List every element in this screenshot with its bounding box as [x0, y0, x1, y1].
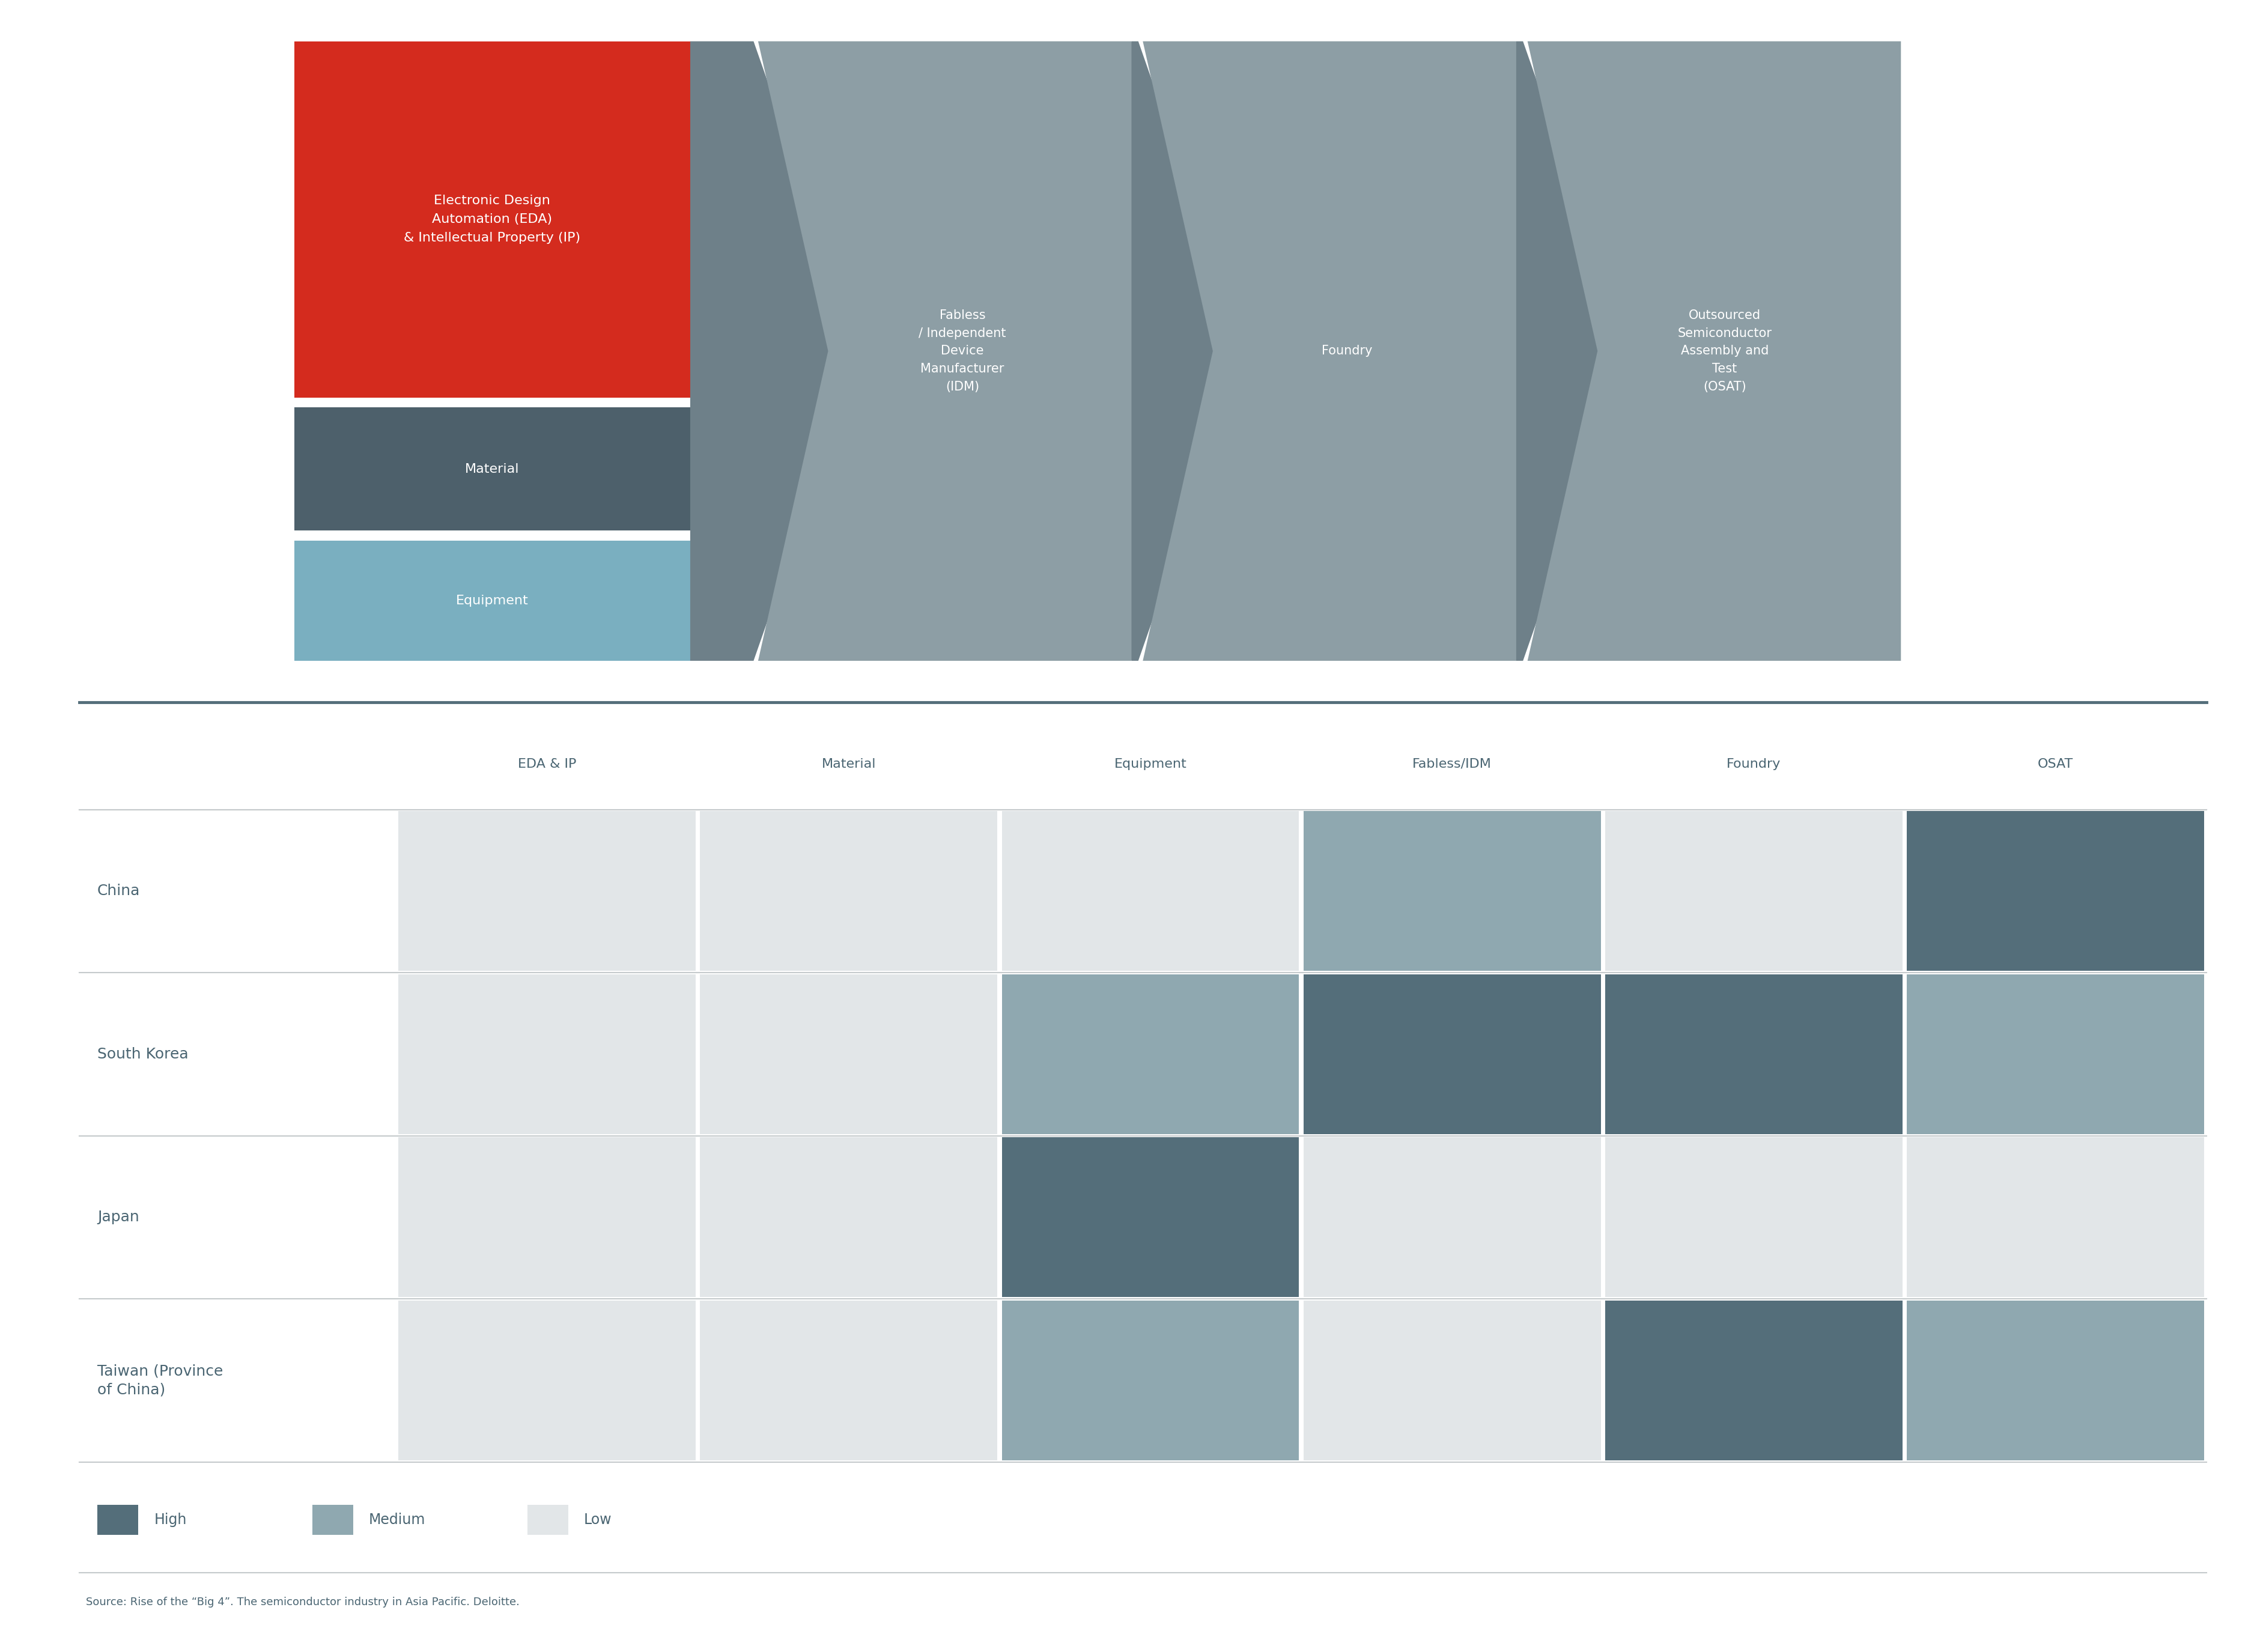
FancyBboxPatch shape	[1303, 1137, 1600, 1297]
Text: Fabless/IDM: Fabless/IDM	[1412, 758, 1491, 770]
FancyBboxPatch shape	[1003, 1137, 1299, 1297]
FancyBboxPatch shape	[1303, 975, 1600, 1133]
Text: Japan: Japan	[97, 1211, 140, 1224]
FancyBboxPatch shape	[294, 41, 690, 398]
Text: Foundry: Foundry	[1322, 345, 1371, 357]
Text: Equipment: Equipment	[455, 595, 530, 606]
Text: China: China	[97, 884, 140, 899]
FancyBboxPatch shape	[699, 1300, 998, 1460]
FancyBboxPatch shape	[699, 1137, 998, 1297]
Text: Source: Rise of the “Big 4”. The semiconductor industry in Asia Pacific. Deloitt: Source: Rise of the “Big 4”. The semicon…	[86, 1597, 520, 1607]
Polygon shape	[1132, 41, 1247, 661]
FancyBboxPatch shape	[699, 975, 998, 1133]
Polygon shape	[1143, 41, 1618, 661]
FancyBboxPatch shape	[97, 1505, 138, 1535]
Text: Foundry: Foundry	[1727, 758, 1781, 770]
Polygon shape	[1528, 41, 1901, 661]
FancyBboxPatch shape	[312, 1505, 353, 1535]
FancyBboxPatch shape	[1303, 1300, 1600, 1460]
Text: High: High	[154, 1513, 186, 1526]
Text: Fabless
/ Independent
Device
Manufacturer
(IDM): Fabless / Independent Device Manufacture…	[919, 309, 1007, 393]
FancyBboxPatch shape	[1003, 975, 1299, 1133]
Text: South Korea: South Korea	[97, 1047, 188, 1061]
FancyBboxPatch shape	[1908, 975, 2204, 1133]
FancyBboxPatch shape	[1908, 1137, 2204, 1297]
FancyBboxPatch shape	[398, 975, 695, 1133]
FancyBboxPatch shape	[1908, 811, 2204, 971]
Text: Material: Material	[464, 463, 520, 476]
Text: Electronic Design
Automation (EDA)
& Intellectual Property (IP): Electronic Design Automation (EDA) & Int…	[403, 195, 582, 244]
FancyBboxPatch shape	[294, 540, 690, 661]
Text: OSAT: OSAT	[2037, 758, 2073, 770]
Text: Outsourced
Semiconductor
Assembly and
Test
(OSAT): Outsourced Semiconductor Assembly and Te…	[1677, 309, 1772, 393]
FancyBboxPatch shape	[1604, 1300, 1903, 1460]
FancyBboxPatch shape	[294, 408, 690, 530]
Text: Equipment: Equipment	[1113, 758, 1186, 770]
Polygon shape	[690, 41, 862, 661]
FancyBboxPatch shape	[1908, 1300, 2204, 1460]
FancyBboxPatch shape	[1003, 1300, 1299, 1460]
Text: Low: Low	[584, 1513, 611, 1526]
FancyBboxPatch shape	[1003, 811, 1299, 971]
FancyBboxPatch shape	[1303, 811, 1600, 971]
FancyBboxPatch shape	[1604, 1137, 1903, 1297]
Text: EDA & IP: EDA & IP	[518, 758, 577, 770]
Polygon shape	[758, 41, 1233, 661]
Polygon shape	[1516, 41, 1632, 661]
FancyBboxPatch shape	[398, 1137, 695, 1297]
FancyBboxPatch shape	[699, 811, 998, 971]
FancyBboxPatch shape	[1604, 811, 1903, 971]
Text: Medium: Medium	[369, 1513, 425, 1526]
Text: Material: Material	[821, 758, 876, 770]
FancyBboxPatch shape	[398, 1300, 695, 1460]
FancyBboxPatch shape	[1604, 975, 1903, 1133]
FancyBboxPatch shape	[398, 811, 695, 971]
Text: Taiwan (Province
of China): Taiwan (Province of China)	[97, 1365, 224, 1398]
FancyBboxPatch shape	[527, 1505, 568, 1535]
